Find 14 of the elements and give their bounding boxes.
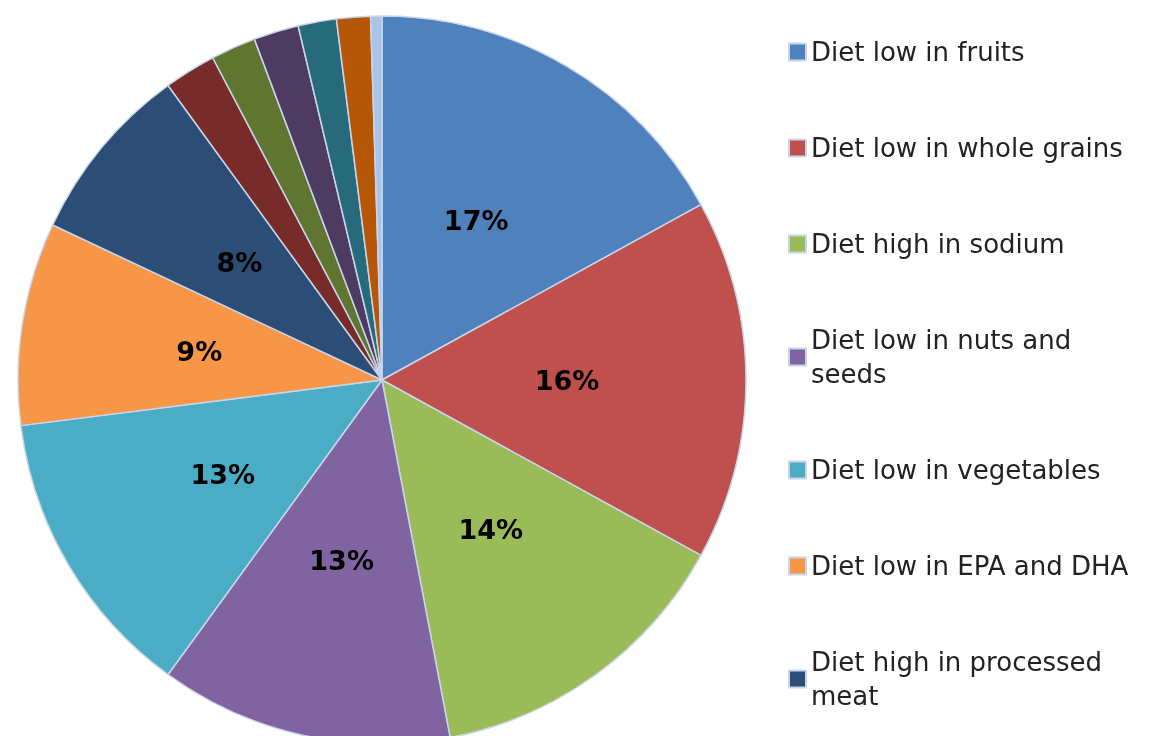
data-label: 8% <box>216 246 263 278</box>
legend-label: Diet low in nuts and seeds <box>811 325 1080 389</box>
legend-label: Diet high in sodium <box>811 229 1065 259</box>
legend-label: Diet low in fruits <box>811 37 1025 67</box>
data-label: 13% <box>309 545 374 577</box>
legend-label: Diet low in vegetables <box>811 455 1101 485</box>
data-label: 17% <box>443 205 509 237</box>
data-label: 13% <box>190 458 256 490</box>
legend-label: Diet high in processed meat <box>811 647 1111 711</box>
data-label: 16% <box>534 364 600 396</box>
data-label: 9% <box>176 335 223 367</box>
legend-label: Diet low in whole grains <box>811 133 1123 163</box>
legend-label: Diet low in EPA and DHA <box>811 551 1129 581</box>
data-label: 14% <box>458 514 524 546</box>
